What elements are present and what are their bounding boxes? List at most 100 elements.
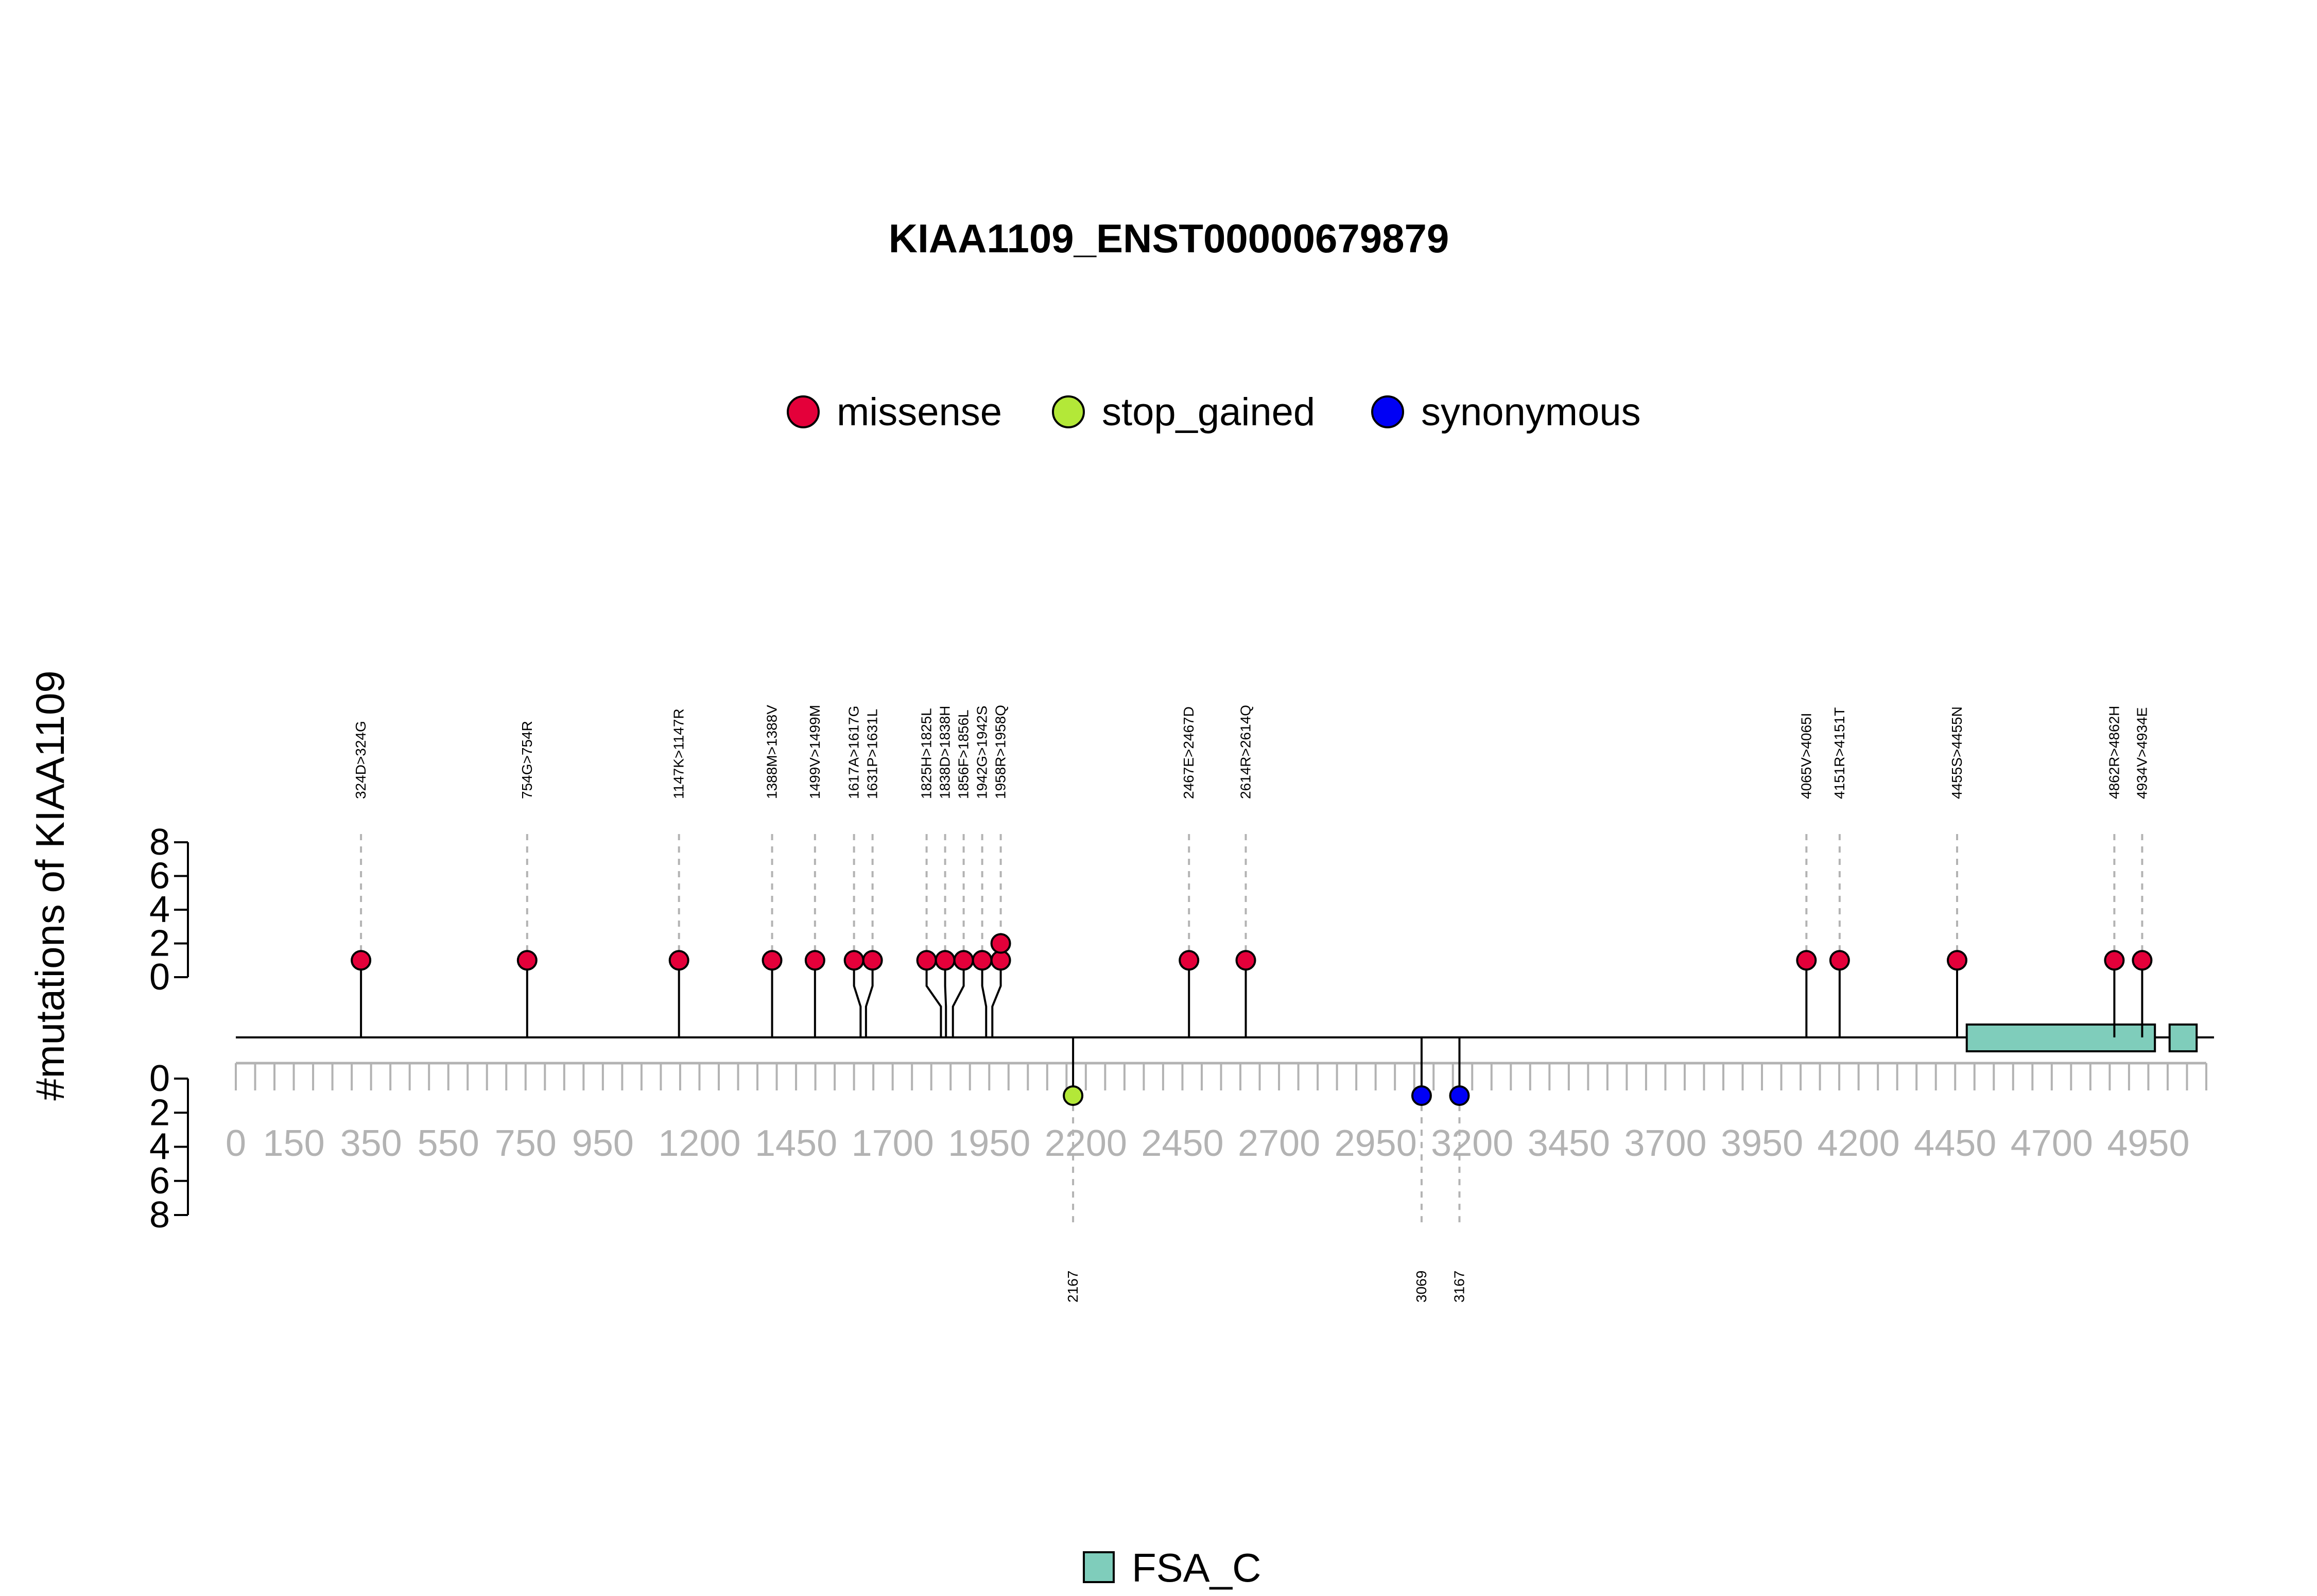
upper-y-tick-label: 0	[149, 957, 170, 998]
mutation-label: 1856F>1856L	[956, 709, 972, 799]
mutation-label: 324D>324G	[353, 721, 369, 799]
x-axis-tick-label: 1450	[755, 1123, 837, 1164]
lollipop-head-missense	[972, 950, 993, 971]
mutation-label: 2467E>2467D	[1181, 706, 1197, 799]
mutation-label: 1147K>1147R	[671, 708, 687, 799]
x-axis-tick-label: 150	[263, 1123, 324, 1164]
lollipop-head-missense	[843, 950, 864, 971]
x-axis-tick-label: 2450	[1141, 1123, 1223, 1164]
lollipop-2467E>2467D: 2467E>2467D	[1179, 706, 1200, 1037]
x-axis-tick-label: 550	[418, 1123, 479, 1164]
lower-y-tick-label: 8	[149, 1194, 170, 1236]
lower-y-tick-label: 2	[149, 1092, 170, 1133]
domain-FSA_C	[1965, 1023, 2156, 1052]
upper-y-tick-label: 6	[149, 856, 170, 897]
legend-marker-stop_gained	[1052, 395, 1085, 428]
lower-y-tick-label: 0	[149, 1058, 170, 1099]
x-axis-tick-label: 3950	[1721, 1123, 1803, 1164]
lollipop-head-missense	[1946, 950, 1967, 971]
x-axis-tick-label: 4450	[1914, 1123, 1996, 1164]
legend-marker-synonymous	[1371, 395, 1404, 428]
mutation-label: 1942G>1942S	[974, 706, 990, 799]
mutation-label: 1499V>1499M	[807, 705, 823, 799]
domain-legend-label: FSA_C	[1132, 1545, 1261, 1590]
x-axis-tick-label: 2200	[1045, 1123, 1127, 1164]
mutation-label: 2614R>2614Q	[1238, 705, 1254, 799]
mutation-label: 4065V>4065I	[1798, 713, 1814, 799]
mutation-label: 1958R>1958Q	[993, 705, 1009, 799]
lollipop-1499V>1499M: 1499V>1499M	[804, 705, 825, 1037]
mutation-legend: missense stop_gained synonymous	[787, 390, 1641, 434]
mutation-label: 4862R>4862H	[2106, 706, 2122, 799]
x-axis-tick-label: 2700	[1238, 1123, 1320, 1164]
lollipop-stem	[981, 960, 988, 1037]
x-axis-tick-label: 4200	[1818, 1123, 1900, 1164]
lollipop-stem	[952, 960, 965, 1037]
lollipop-4455S>4455N: 4455S>4455N	[1946, 706, 1967, 1037]
x-axis-tick-label: 350	[340, 1123, 402, 1164]
mutation-label: 1838D>1838H	[937, 706, 953, 799]
chart-title: KIAA1109_ENST00000679879	[889, 216, 1449, 261]
domain-legend: FSA_C	[1083, 1545, 1261, 1590]
lollipop-3069: 3069	[1411, 1037, 1432, 1303]
lollipop-stem	[853, 960, 862, 1037]
lower-y-tick-label: 4	[149, 1126, 170, 1168]
lollipop-head-missense	[1796, 950, 1817, 971]
lollipop-head-missense	[953, 950, 974, 971]
mutation-label: 1388M>1388V	[764, 705, 780, 799]
lollipop-head-missense	[762, 950, 783, 971]
lollipop-1942G>1942S: 1942G>1942S	[972, 706, 993, 1037]
mutation-label: 1825H>1825L	[919, 708, 935, 799]
lollipop-head-missense	[516, 950, 538, 971]
lower-y-tick-label: 6	[149, 1160, 170, 1202]
lollipop-1958R>1958Q: 1958R>1958Q	[990, 705, 1011, 1037]
lollipop-1838D>1838H: 1838D>1838H	[935, 706, 956, 1037]
x-axis-tick-label: 1200	[658, 1123, 740, 1164]
lollipop-1147K>1147R: 1147K>1147R	[668, 708, 689, 1037]
lollipop-head-synonymous	[1411, 1085, 1432, 1106]
lollipop-324D>324G: 324D>324G	[351, 721, 372, 1037]
lollipop-1388M>1388V: 1388M>1388V	[762, 705, 783, 1037]
lollipop-4065V>4065I: 4065V>4065I	[1796, 713, 1817, 1037]
lollipop-754G>754R: 754G>754R	[516, 721, 538, 1037]
lollipop-4862R>4862H: 4862R>4862H	[2104, 706, 2125, 1037]
lollipop-2167: 2167	[1063, 1037, 1084, 1303]
lollipop-head-missense	[2132, 950, 2153, 971]
mutation-label: 3167	[1451, 1271, 1467, 1303]
x-axis-tick-label: 2950	[1335, 1123, 1417, 1164]
upper-y-tick-label: 4	[149, 889, 170, 930]
lollipop-head-missense	[351, 950, 372, 971]
mutation-label: 754G>754R	[519, 721, 535, 799]
lollipop-3167: 3167	[1449, 1037, 1470, 1303]
lollipop-head-missense	[862, 950, 883, 971]
x-axis-tick-label: 1950	[948, 1123, 1030, 1164]
lollipop-4151R>4151T: 4151R>4151T	[1829, 707, 1850, 1037]
lollipop-head-missense	[990, 933, 1011, 954]
lollipop-head-missense	[1179, 950, 1200, 971]
x-axis-tick-label: 1700	[852, 1123, 934, 1164]
lollipop-head-missense	[2104, 950, 2125, 971]
lollipop-head-missense	[804, 950, 825, 971]
lollipop-1825H>1825L: 1825H>1825L	[916, 708, 942, 1037]
lollipop-stem	[925, 960, 942, 1037]
lollipop-stem	[944, 960, 947, 1037]
lower-lollipops: 2167 3069 3167	[1063, 1037, 1470, 1303]
lollipop-stem	[991, 960, 1002, 1037]
mutation-label: 1617A>1617G	[846, 706, 862, 799]
lollipop-head-stop_gained	[1063, 1085, 1084, 1106]
x-axis-tick-label: 3200	[1431, 1123, 1513, 1164]
lollipop-4934V>4934E: 4934V>4934E	[2132, 707, 2153, 1037]
legend-label-missense: missense	[837, 390, 1002, 434]
upper-y-tick-label: 2	[149, 923, 170, 964]
mutation-label: 1631P>1631L	[864, 709, 880, 799]
upper-y-tick-label: 8	[149, 822, 170, 863]
mutation-label: 3069	[1413, 1271, 1429, 1303]
lollipop-head-synonymous	[1449, 1085, 1470, 1106]
domain-FSA_C	[2168, 1023, 2198, 1052]
domain-legend-swatch	[1083, 1551, 1115, 1583]
legend-label-synonymous: synonymous	[1421, 390, 1641, 434]
